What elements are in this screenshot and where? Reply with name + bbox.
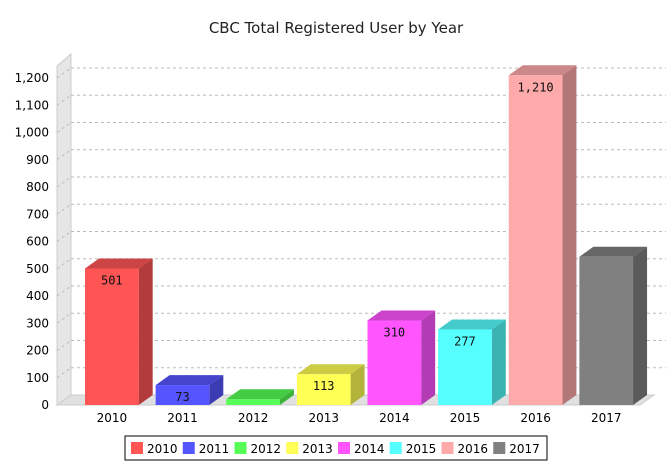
bar bbox=[226, 399, 280, 405]
gridlines bbox=[56, 67, 666, 379]
bar-side bbox=[279, 389, 294, 405]
legend-label: 2016 bbox=[458, 442, 489, 456]
y-tick-label: 500 bbox=[26, 262, 49, 276]
gridline-left bbox=[56, 312, 72, 324]
bar bbox=[367, 320, 422, 405]
gridline-left bbox=[56, 203, 72, 215]
x-tick-label: 2015 bbox=[450, 411, 481, 425]
y-tick-label: 0 bbox=[41, 398, 49, 412]
legend-label: 2012 bbox=[251, 442, 282, 456]
gridline-left bbox=[56, 122, 72, 133]
legend-swatch bbox=[441, 442, 454, 454]
bar-top bbox=[226, 389, 294, 400]
bar-top bbox=[85, 258, 153, 269]
x-tick-label: 2010 bbox=[97, 411, 128, 425]
gridline-left bbox=[56, 340, 72, 351]
gridline-left bbox=[56, 149, 72, 161]
legend-box bbox=[124, 435, 548, 461]
gridline-left bbox=[56, 285, 72, 297]
gridline-left bbox=[56, 94, 72, 106]
bar-top bbox=[155, 375, 224, 386]
y-tick-label: 1,000 bbox=[15, 126, 49, 140]
bars: 501 73 113 310 277 1,210 bbox=[85, 65, 648, 406]
x-tick-label: 2011 bbox=[167, 411, 198, 425]
x-tick-label: 2012 bbox=[238, 411, 269, 425]
bar-side bbox=[491, 319, 506, 405]
gridline-left bbox=[56, 67, 72, 79]
legend-label: 2011 bbox=[199, 442, 230, 456]
data-label: 501 bbox=[101, 273, 123, 287]
y-tick-label: 200 bbox=[26, 344, 49, 358]
legend-label: 2010 bbox=[147, 442, 178, 456]
gridline-left bbox=[56, 367, 72, 379]
legend-swatch bbox=[234, 442, 247, 454]
bar-side bbox=[562, 65, 577, 406]
legend-label: 2013 bbox=[302, 442, 333, 456]
bar-side bbox=[421, 310, 436, 405]
bar bbox=[508, 75, 563, 406]
gridline-left bbox=[56, 176, 72, 188]
legend-swatch bbox=[286, 442, 299, 454]
data-label: 73 bbox=[175, 390, 189, 404]
bar-top bbox=[438, 319, 506, 330]
data-label: 113 bbox=[313, 379, 335, 393]
left-wall bbox=[56, 52, 72, 406]
x-tick-label: 2017 bbox=[591, 411, 622, 425]
y-axis-tick-labels: 0 100 200 300 400 500 600 700 800 900 1,000 1,100 1,… bbox=[15, 71, 49, 412]
x-axis-tick-labels: 2010 2011 2012 2013 2014 2015 2016 2017 bbox=[97, 411, 622, 425]
legend-label: 2015 bbox=[406, 442, 437, 456]
y-tick-label: 100 bbox=[26, 371, 49, 385]
bar-side bbox=[633, 246, 648, 405]
y-tick-label: 300 bbox=[26, 316, 49, 330]
data-label: 310 bbox=[383, 326, 405, 340]
y-tick-label: 700 bbox=[26, 207, 49, 221]
gridline-left bbox=[56, 231, 72, 242]
bar-top bbox=[367, 310, 436, 321]
x-tick-label: 2013 bbox=[308, 411, 339, 425]
data-label: 277 bbox=[454, 335, 476, 349]
legend-swatch bbox=[338, 442, 350, 454]
bar-top bbox=[296, 364, 365, 375]
legend: 2010 2011 2012 2013 2014 2015 2016 2017 bbox=[124, 435, 548, 461]
legend-swatch bbox=[131, 442, 143, 454]
legend-swatch bbox=[182, 442, 195, 454]
y-tick-label: 800 bbox=[26, 180, 49, 194]
legend-swatch bbox=[389, 442, 402, 454]
bar-side bbox=[350, 364, 365, 405]
bar-top bbox=[508, 65, 577, 76]
x-tick-label: 2016 bbox=[520, 411, 551, 425]
bar bbox=[155, 385, 210, 405]
data-label: 1,210 bbox=[518, 80, 554, 94]
bar bbox=[438, 329, 492, 405]
chart-title: CBC Total Registered User by Year bbox=[209, 19, 464, 37]
gridline-left bbox=[56, 258, 72, 270]
y-tick-label: 400 bbox=[26, 289, 49, 303]
y-tick-label: 1,100 bbox=[15, 98, 49, 112]
bar-side bbox=[209, 375, 224, 405]
legend-swatch bbox=[493, 442, 506, 454]
legend-label: 2017 bbox=[509, 442, 540, 456]
x-tick-label: 2014 bbox=[379, 411, 410, 425]
legend-label: 2014 bbox=[354, 442, 385, 456]
bar bbox=[296, 374, 351, 405]
y-tick-label: 600 bbox=[26, 235, 49, 249]
bar-top bbox=[579, 246, 648, 257]
y-tick-label: 1,200 bbox=[15, 71, 49, 85]
bar bbox=[85, 268, 139, 405]
bar-side bbox=[138, 258, 153, 405]
y-tick-label: 900 bbox=[26, 153, 49, 167]
bar bbox=[579, 256, 634, 405]
